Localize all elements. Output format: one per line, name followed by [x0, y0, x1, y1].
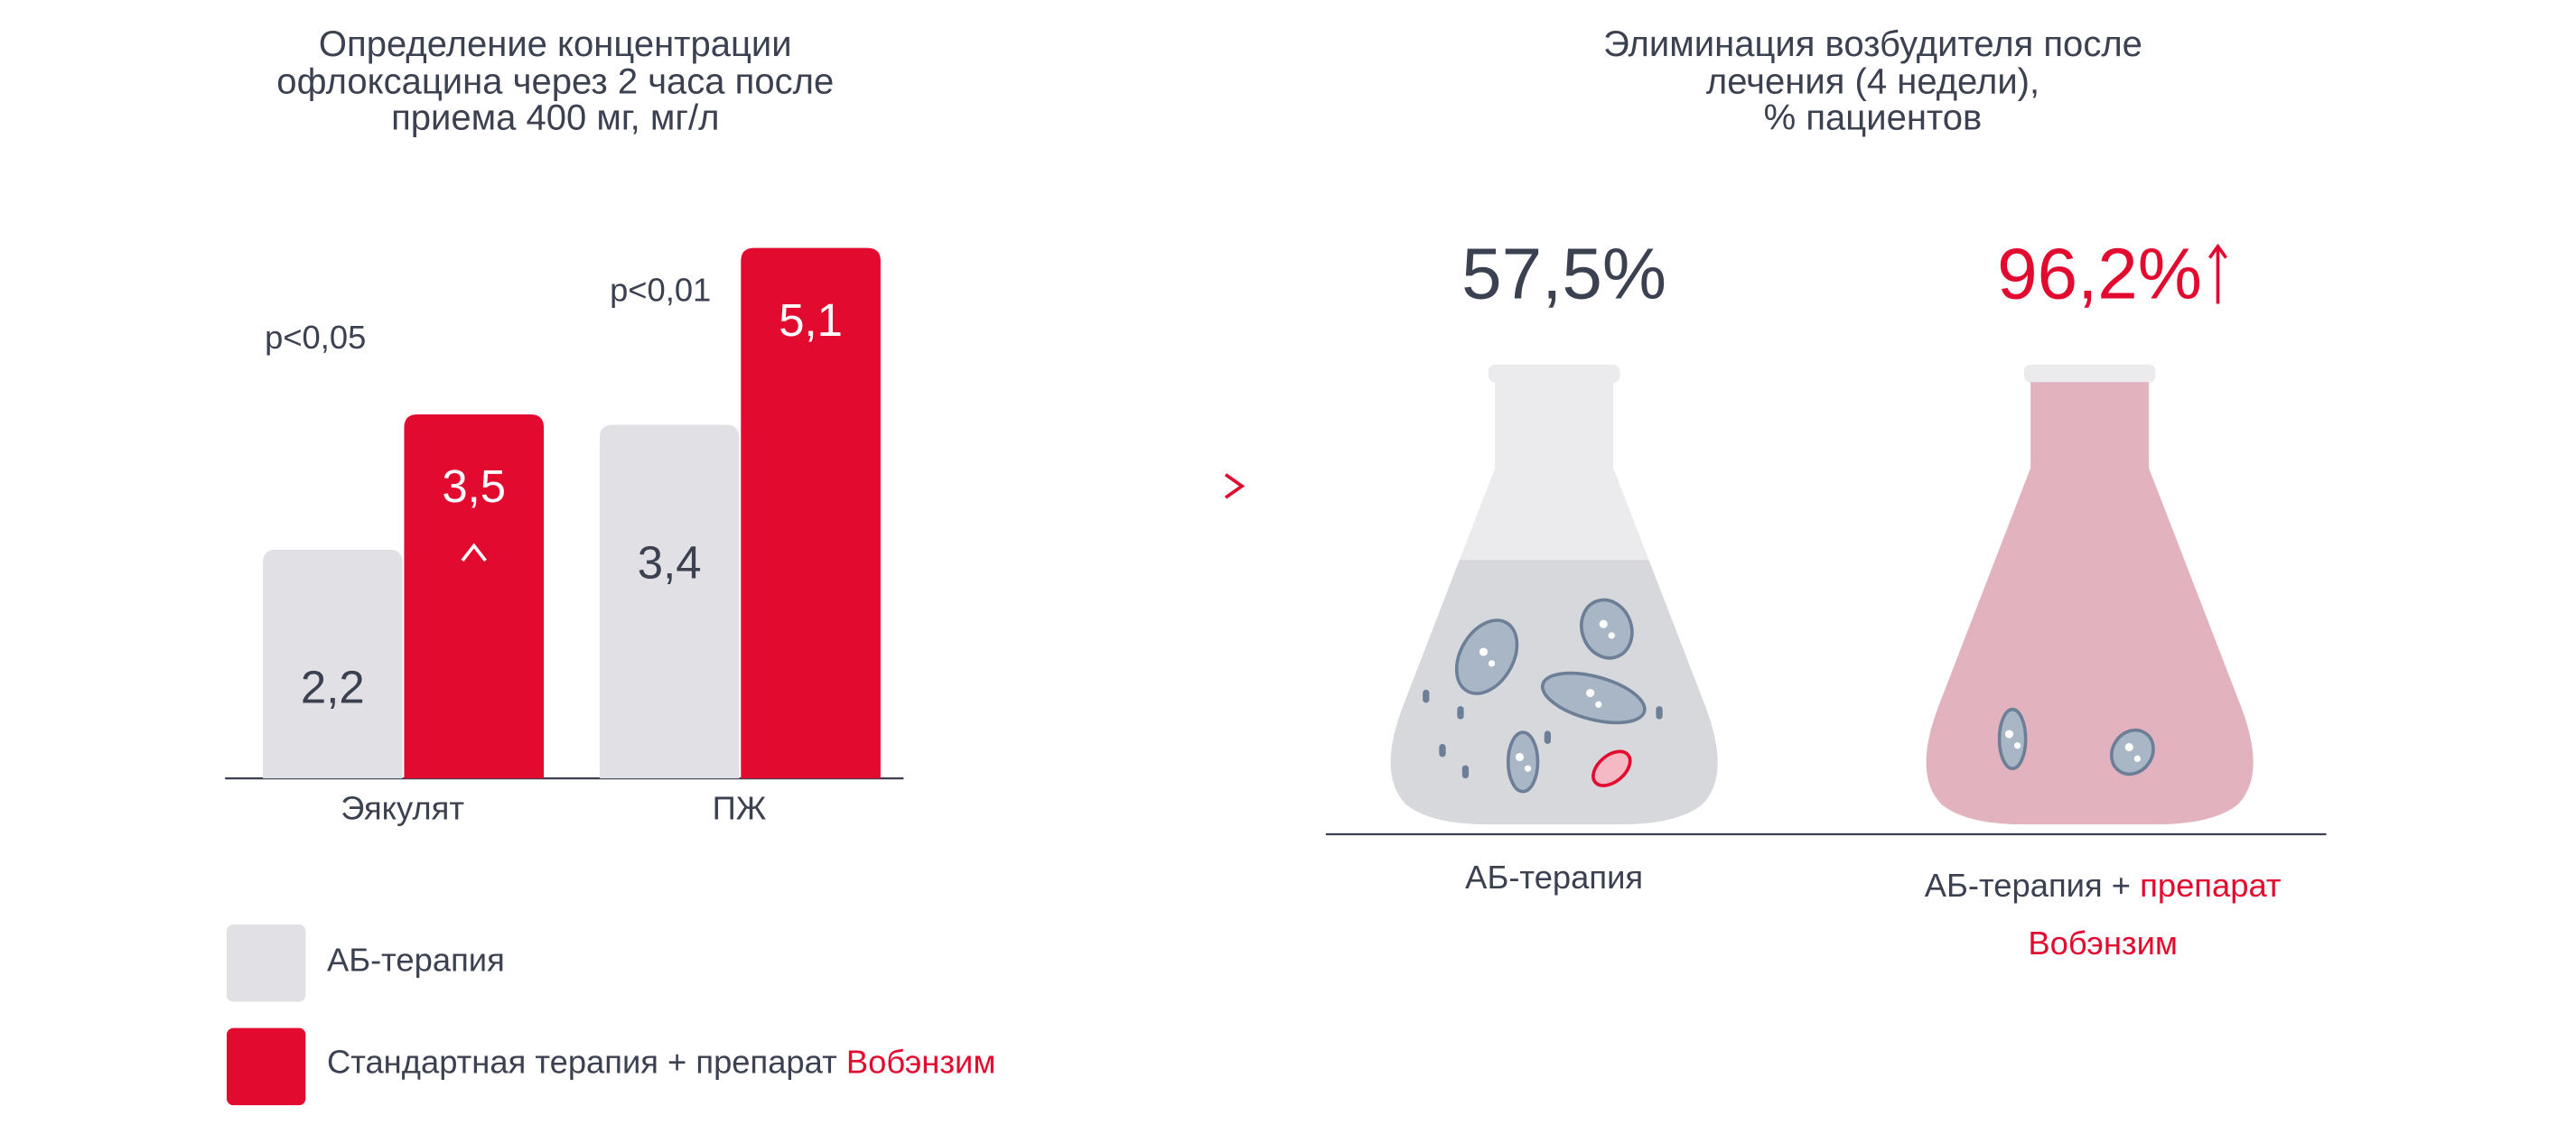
bacterium-dot — [2124, 743, 2133, 752]
bar — [263, 549, 403, 779]
p-value: p<0,05 — [265, 319, 366, 356]
bacterium-dot — [1586, 689, 1595, 698]
x-tick-label: АБ-терапия + препарат Вобэнзим — [1924, 869, 2282, 962]
x-tick-label: Эякулят — [341, 791, 465, 828]
bacterium-small — [1439, 743, 1446, 758]
x-tick-label: ПЖ — [712, 791, 767, 828]
bacterium — [1580, 598, 1634, 660]
bacterium — [1591, 749, 1632, 787]
value-label: 57,5% — [1461, 233, 1666, 313]
value-label: 5,1 — [779, 294, 843, 346]
bacterium-dot — [1608, 632, 1615, 639]
chart-title: Определение концентрации офлоксацина чер… — [276, 23, 835, 138]
bar — [599, 424, 740, 779]
bacterium-small — [1457, 706, 1464, 720]
bacterium — [1506, 730, 1540, 794]
bacterium-dot — [2133, 755, 2142, 762]
bacterium-small — [1656, 706, 1663, 720]
bacterium-dot — [2013, 742, 2021, 749]
flask-rim — [2023, 364, 2156, 383]
bacterium — [1454, 618, 1519, 695]
bacterium-dot — [1599, 619, 1608, 628]
increase-arrow-head — [461, 543, 487, 562]
bacterium-dot — [1595, 701, 1602, 708]
bar — [741, 247, 881, 779]
value-label: 3,4 — [638, 536, 702, 588]
flask-liquid — [1926, 382, 2254, 825]
bacterium-small — [1544, 730, 1552, 744]
legend-label: АБ-терапия — [327, 941, 505, 978]
legend-swatch — [227, 1027, 306, 1106]
bacterium-small — [1423, 689, 1430, 703]
bacterium-small — [1461, 765, 1470, 779]
value-label: 96,2% — [1997, 233, 2202, 313]
bacterium-dot — [1479, 647, 1488, 656]
value-label: 3,5 — [442, 460, 506, 512]
connector-arrow — [1048, 473, 1246, 499]
bacterium — [1997, 707, 2028, 771]
increase-arrow-head — [2207, 243, 2228, 259]
p-value: p<0,01 — [610, 271, 711, 308]
flask-rim — [1488, 364, 1620, 383]
chart-title: Элиминация возбудителя после лечения (4 … — [1603, 23, 2142, 138]
value-label: 2,2 — [301, 662, 365, 713]
bacterium-dot — [2004, 730, 2014, 739]
legend-swatch — [227, 925, 306, 1002]
bacterium — [1540, 671, 1647, 725]
x-tick-label: АБ-терапия — [1465, 860, 1644, 897]
bacterium — [2110, 728, 2155, 776]
bacterium-dot — [1515, 752, 1525, 762]
bacterium-dot — [1524, 765, 1532, 772]
legend-label: Стандартная терапия + препарат Вобэнзим — [327, 1043, 995, 1080]
bacterium-dot — [1488, 660, 1496, 667]
